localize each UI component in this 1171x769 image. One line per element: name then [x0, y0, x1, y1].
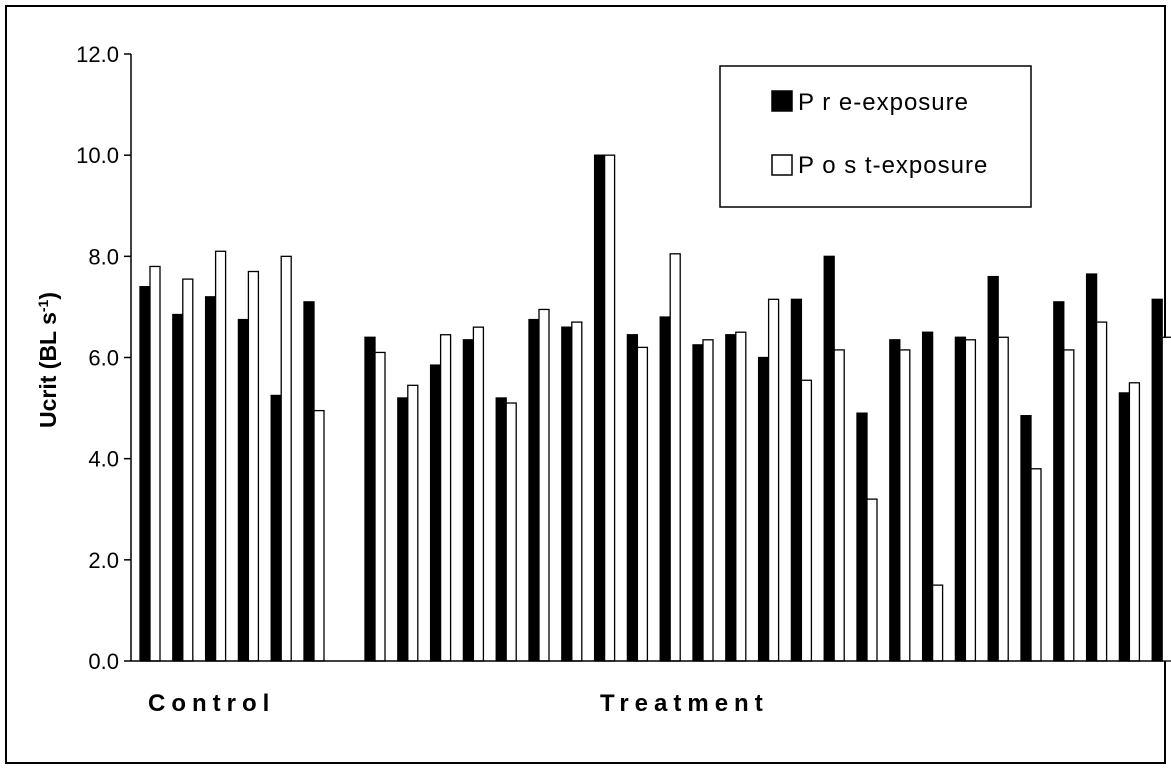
bar-post-exposure	[833, 349, 845, 662]
bar-pre-exposure	[889, 339, 901, 662]
bar-post-exposure	[505, 402, 517, 662]
bar-pre-exposure	[823, 255, 835, 662]
bar-post-exposure	[1095, 321, 1108, 662]
bar-post-exposure	[636, 346, 649, 662]
group-label-control: Control	[148, 690, 275, 717]
bar-post-exposure	[997, 336, 1009, 662]
bar-post-exposure	[472, 326, 485, 662]
bar-pre-exposure	[626, 334, 639, 662]
y-tick-label: 2.0	[88, 548, 119, 573]
bar-post-exposure	[603, 154, 616, 662]
y-tick-label: 0.0	[88, 649, 119, 674]
bar-pre-exposure	[856, 412, 868, 662]
bar-pre-exposure	[1020, 415, 1032, 662]
bar-pre-exposure	[954, 336, 967, 662]
bar-pre-exposure	[757, 356, 770, 662]
bar-pre-exposure	[528, 318, 540, 662]
y-tick-label: 8.0	[88, 244, 119, 269]
bar-pre-exposure	[692, 344, 704, 662]
bar-post-exposure	[280, 255, 292, 662]
bar-pre-exposure	[172, 313, 184, 662]
bar-post-exposure	[538, 308, 550, 662]
legend-swatch-pre-exposure	[771, 90, 793, 112]
bar-post-exposure	[439, 334, 452, 662]
bar-pre-exposure	[561, 326, 573, 662]
bar-post-exposure	[1063, 349, 1075, 662]
bar-post-exposure	[767, 298, 780, 662]
bar-post-exposure	[214, 250, 227, 662]
bar-pre-exposure	[1118, 392, 1131, 662]
group-label-treatment: Treatment	[600, 690, 769, 717]
bar-post-exposure	[669, 253, 681, 662]
y-tick-label: 12.0	[76, 42, 119, 67]
y-axis: 0.0 2.0 4.0 6.0 8.0 10.0 12.0	[76, 42, 132, 674]
bar-post-exposure	[735, 331, 747, 662]
bar-post-exposure	[866, 498, 878, 662]
legend-label-post-exposure: P o s t-exposure	[798, 152, 988, 179]
legend-box	[719, 65, 1032, 208]
bar-pre-exposure	[204, 296, 217, 662]
bar-pre-exposure	[303, 301, 315, 662]
bar-pre-exposure	[495, 397, 507, 662]
bar-post-exposure	[407, 384, 419, 662]
bar-pre-exposure	[364, 336, 376, 662]
bar-pre-exposure	[790, 298, 803, 662]
bar-pre-exposure	[1053, 301, 1065, 662]
bar-post-exposure	[964, 339, 977, 662]
bar-post-exposure	[247, 270, 260, 662]
bar-post-exposure	[571, 321, 583, 662]
bar-pre-exposure	[429, 364, 442, 662]
bar-pre-exposure	[593, 154, 606, 662]
legend-swatch-post-exposure	[771, 154, 793, 176]
bar-post-exposure	[800, 379, 813, 662]
bar-pre-exposure	[921, 331, 934, 662]
bar-post-exposure	[1161, 336, 1171, 662]
bars-group	[139, 154, 1171, 662]
bar-post-exposure	[149, 265, 161, 662]
bar-post-exposure	[899, 349, 911, 662]
y-tick-label: 10.0	[76, 143, 119, 168]
bar-post-exposure	[931, 584, 944, 662]
bar-pre-exposure	[397, 397, 409, 662]
bar-post-exposure	[182, 278, 194, 662]
bar-pre-exposure	[139, 286, 151, 662]
legend: P r e-exposure P o s t-exposure	[719, 65, 1032, 208]
bar-pre-exposure	[462, 339, 475, 662]
y-tick-label: 6.0	[88, 346, 119, 371]
bar-pre-exposure	[725, 334, 737, 662]
bar-pre-exposure	[1151, 298, 1163, 662]
legend-label-pre-exposure: P r e-exposure	[798, 89, 969, 116]
bar-post-exposure	[1128, 382, 1141, 662]
bar-post-exposure	[313, 409, 325, 662]
bar-pre-exposure	[659, 316, 671, 662]
bar-pre-exposure	[987, 275, 999, 662]
bar-pre-exposure	[270, 394, 282, 662]
bar-post-exposure	[1030, 468, 1042, 662]
y-tick-label: 4.0	[88, 447, 119, 472]
bar-pre-exposure	[237, 318, 250, 662]
bar-post-exposure	[702, 339, 714, 662]
bar-pre-exposure	[1085, 273, 1098, 662]
bar-post-exposure	[374, 351, 386, 662]
y-axis-title: Ucrit (BL s-1)	[35, 292, 61, 428]
